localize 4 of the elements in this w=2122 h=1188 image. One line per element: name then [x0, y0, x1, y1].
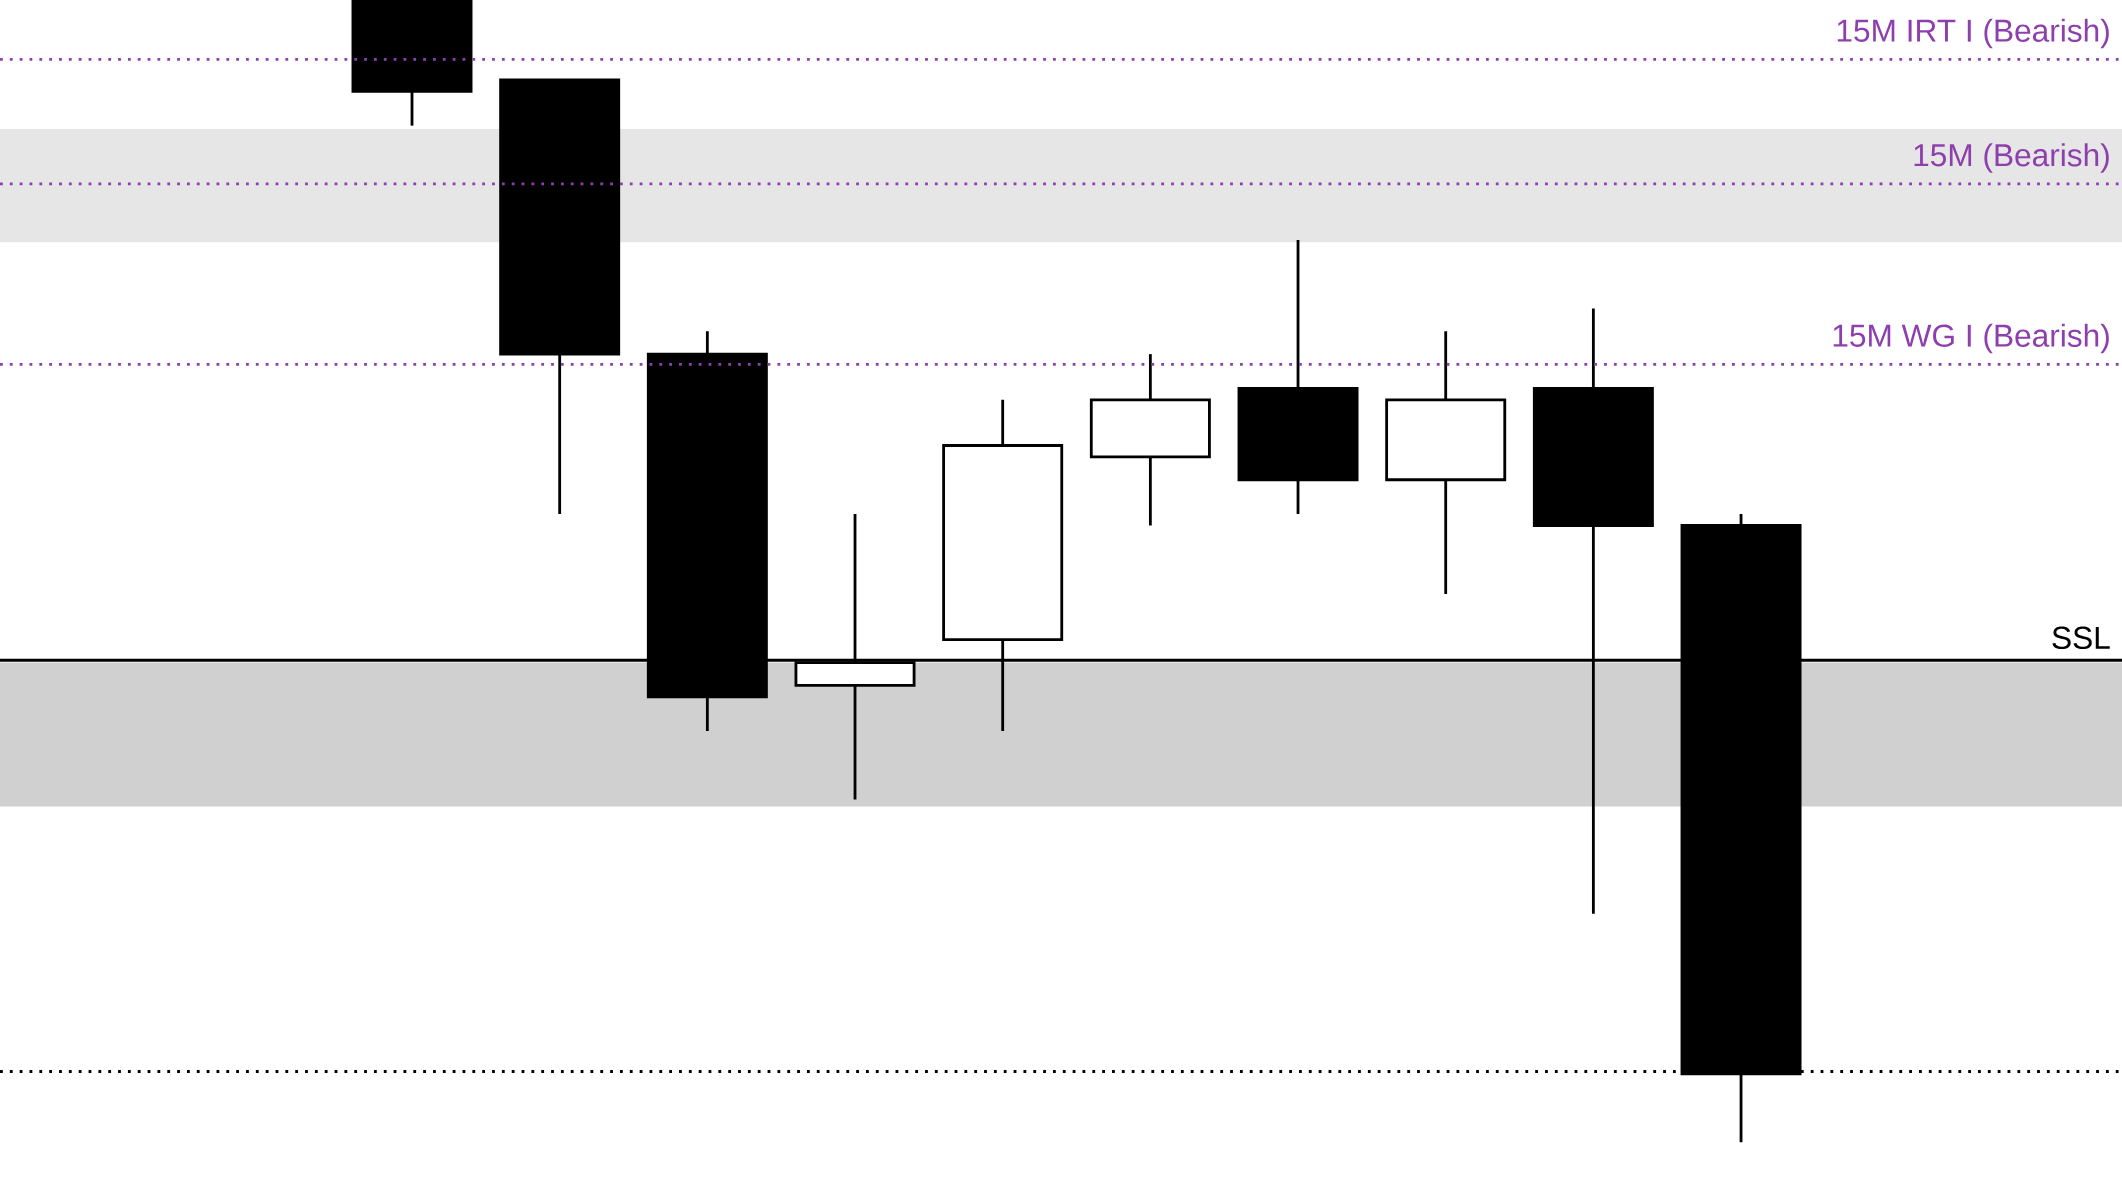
ref-line-label: 15M IRT I (Bearish) [1837, 18, 2109, 49]
ref-line-label: SSL [2052, 626, 2110, 650]
ref-line-label: 15M WG I (Bearish) [1833, 323, 2109, 354]
ref-line-label: 15M (Bearish) [1914, 143, 2109, 173]
